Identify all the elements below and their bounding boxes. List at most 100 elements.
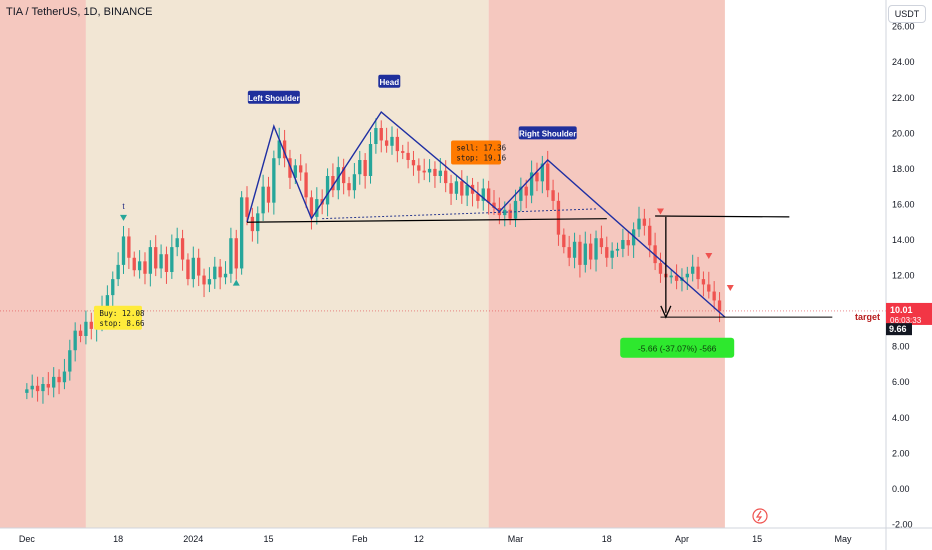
- candle-body: [331, 176, 335, 191]
- x-tick-label: 18: [602, 534, 612, 544]
- last-price-tag-bg: [886, 302, 932, 325]
- head-shoulders-pattern: [246, 110, 833, 319]
- candle-body: [642, 218, 647, 226]
- candle-body: [143, 261, 147, 274]
- candle-body: [41, 384, 45, 392]
- candle-body: [637, 218, 641, 230]
- candle-body: [529, 172, 534, 196]
- candle-body: [594, 238, 598, 260]
- signal-down-marker: [120, 214, 128, 221]
- candle-body: [52, 376, 56, 388]
- candle-body: [250, 216, 255, 232]
- measure-label: -5.66 (-37.07%) -566: [638, 343, 717, 353]
- candle-body: [417, 165, 421, 171]
- candle-body: [481, 188, 485, 201]
- candle-body: [712, 291, 716, 301]
- candle-body: [89, 321, 93, 329]
- currency-selector[interactable]: USDT: [888, 5, 926, 23]
- buy-stop-label: stop: 8.66: [99, 319, 145, 328]
- measure-box-bg: [620, 337, 735, 358]
- candle-body: [390, 136, 394, 146]
- candle-body: [213, 266, 217, 280]
- candle-body: [551, 190, 555, 201]
- candle-body: [701, 279, 706, 285]
- candle-body: [691, 266, 695, 274]
- candle-body: [669, 275, 673, 278]
- candle-body: [73, 330, 77, 351]
- candle-body: [406, 152, 410, 160]
- candle-body: [105, 295, 110, 308]
- candle-body: [401, 151, 405, 153]
- candle-body: [513, 200, 518, 219]
- candle-body: [239, 197, 244, 269]
- y-tick-label: 12.00: [892, 271, 915, 281]
- candle-body: [492, 202, 496, 208]
- x-tick-label: 15: [752, 534, 762, 544]
- y-tick-label: 22.00: [892, 93, 915, 103]
- candle-body: [674, 275, 679, 281]
- candle-body: [717, 300, 722, 311]
- candle-body: [218, 266, 222, 278]
- candle-body: [223, 273, 228, 278]
- candle-body: [25, 389, 29, 393]
- candle-body: [154, 247, 158, 269]
- candle-body: [605, 247, 609, 258]
- candle-body: [465, 184, 469, 196]
- candle-body: [180, 238, 185, 260]
- pattern-outline: [246, 110, 726, 318]
- y-tick-label: 6.00: [892, 377, 910, 387]
- candle-body: [325, 176, 330, 205]
- candle-body: [476, 193, 480, 201]
- candle-body: [293, 165, 297, 178]
- candle-body: [288, 158, 292, 178]
- shade-region-1: [85, 0, 489, 528]
- candle-body: [395, 136, 400, 152]
- candle-body: [589, 243, 593, 260]
- candle-body: [191, 257, 195, 280]
- y-tick-label: 18.00: [892, 164, 915, 174]
- candle-body: [653, 245, 657, 264]
- candle-body: [363, 160, 367, 176]
- x-tick-label: Apr: [675, 534, 689, 544]
- y-tick-label: 26.00: [892, 22, 915, 32]
- candle-body: [127, 236, 131, 258]
- candle-body: [427, 168, 432, 173]
- candle-body: [519, 186, 523, 201]
- sell-box-bg: [451, 140, 502, 165]
- candle-body: [631, 229, 636, 246]
- signal-down-marker: [705, 253, 713, 259]
- candle-body: [207, 279, 212, 285]
- candle-body: [572, 241, 577, 258]
- x-tick-label: Dec: [19, 534, 36, 544]
- y-tick-label: 20.00: [892, 128, 915, 138]
- buy-box-bg: [93, 305, 142, 330]
- candle-body: [374, 128, 378, 144]
- label-right-shoulder: Right Shoulder: [519, 129, 576, 138]
- candle-body: [460, 181, 464, 196]
- signal-up-marker: [232, 279, 240, 286]
- resistance-line: [655, 215, 790, 218]
- neckline-dotted: [322, 208, 597, 220]
- measure-arrow-head: [660, 305, 672, 319]
- candle-body: [508, 209, 512, 219]
- candle-body: [186, 259, 190, 280]
- candle-body: [229, 238, 233, 274]
- candle-body: [84, 321, 88, 336]
- candle-body: [68, 350, 72, 372]
- candle-body: [352, 174, 357, 191]
- lightning-icon-bolt: [755, 510, 763, 522]
- candle-body: [299, 165, 303, 173]
- shade-region-0: [0, 0, 86, 528]
- chart-title: TIA / TetherUS, 1D, BINANCE: [6, 6, 153, 18]
- y-tick-label: 16.00: [892, 199, 915, 209]
- candle-body: [658, 263, 663, 274]
- candle-body: [615, 248, 620, 251]
- candle-body: [245, 197, 249, 217]
- candle-body: [535, 172, 539, 182]
- y-tick-label: 4.00: [892, 413, 910, 423]
- candle-body: [685, 273, 689, 278]
- candle-body: [379, 128, 383, 141]
- candle-body: [599, 238, 604, 248]
- candle-body: [261, 186, 265, 214]
